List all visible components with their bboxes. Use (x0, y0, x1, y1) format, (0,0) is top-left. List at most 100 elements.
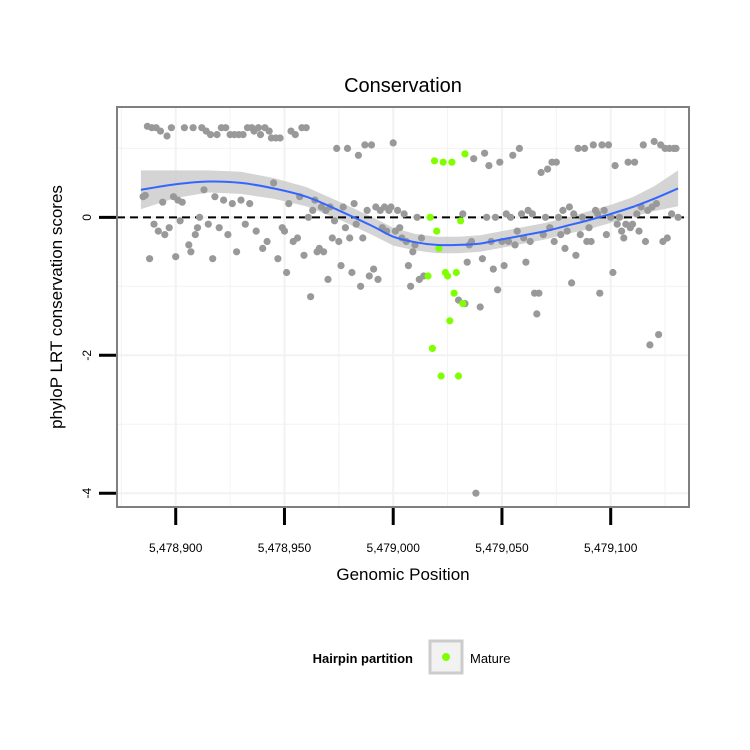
grid-lines (117, 107, 689, 507)
data-point (293, 234, 302, 242)
data-point (483, 213, 491, 221)
data-point (674, 213, 682, 221)
data-point (285, 200, 293, 208)
data-point (346, 234, 354, 242)
mature-point (457, 217, 465, 225)
data-point (193, 224, 202, 232)
data-point (641, 237, 650, 246)
data-point (537, 168, 545, 177)
data-point (515, 144, 524, 152)
data-point (459, 210, 467, 218)
data-point (618, 227, 626, 235)
data-point (304, 213, 312, 221)
data-point (163, 132, 171, 140)
data-point (333, 144, 341, 152)
data-point (204, 220, 212, 228)
x-tick-label: 5,478,900 (149, 541, 203, 555)
data-point (404, 262, 412, 270)
data-point (624, 158, 632, 166)
data-point (646, 341, 654, 349)
data-point (300, 251, 308, 259)
data-point (615, 213, 624, 221)
data-point (241, 220, 249, 228)
data-point (180, 124, 188, 132)
data-point (141, 191, 149, 199)
data-point (568, 279, 576, 287)
data-point (239, 131, 247, 139)
data-point (196, 213, 204, 221)
data-point (146, 255, 154, 263)
data-point (576, 231, 584, 239)
mature-point (454, 372, 463, 380)
data-point (374, 275, 382, 283)
data-point (581, 144, 589, 152)
data-point (600, 206, 608, 214)
data-point (413, 213, 421, 221)
data-point (528, 210, 537, 218)
data-point (274, 255, 282, 263)
data-point (330, 217, 339, 225)
data-point (211, 193, 219, 201)
mature-point (439, 158, 447, 166)
data-point (309, 206, 317, 214)
data-point (154, 227, 162, 235)
data-point (343, 144, 352, 152)
y-axis: 0 -2 -4 (80, 214, 116, 499)
data-point (156, 127, 165, 135)
data-point (237, 196, 245, 204)
mature-point (444, 272, 452, 280)
data-point (504, 237, 513, 246)
data-point (189, 124, 197, 132)
data-point (256, 131, 265, 139)
data-point (276, 134, 284, 142)
data-point (259, 244, 267, 252)
mature-point (437, 372, 445, 380)
mature-point (450, 289, 458, 297)
legend-key-mature-dot (442, 653, 450, 661)
data-point (572, 251, 580, 259)
data-point (544, 165, 552, 173)
data-point (602, 231, 611, 239)
data-point (633, 210, 641, 218)
data-point (396, 224, 404, 232)
data-point (361, 141, 369, 149)
data-point (187, 248, 195, 256)
data-point (470, 155, 478, 163)
y-axis-title: phyloP LRT conservation scores (47, 185, 66, 429)
data-point (561, 244, 569, 252)
data-point (161, 231, 169, 239)
data-point (489, 265, 497, 273)
data-point (215, 224, 223, 232)
data-point (574, 144, 582, 152)
x-axis: 5,478,900 5,478,950 5,479,000 5,479,050 5,47… (149, 508, 638, 555)
data-point (394, 206, 402, 214)
y-tick-label: -4 (80, 488, 94, 499)
chart-title: Conservation (344, 75, 462, 97)
mature-point (428, 344, 436, 352)
data-point (594, 210, 602, 218)
data-point (578, 213, 587, 221)
smooth-trend-line (140, 180, 679, 247)
data-point (533, 310, 541, 318)
data-point (389, 139, 397, 147)
data-point (478, 255, 486, 263)
y-tick-label: 0 (80, 214, 94, 221)
data-point (491, 213, 499, 221)
data-point (176, 217, 184, 225)
data-point (339, 203, 347, 211)
data-point (507, 213, 515, 221)
legend-key-box (428, 639, 464, 675)
data-point (265, 127, 273, 135)
data-point (291, 131, 299, 139)
mature-point (459, 300, 467, 308)
data-point (552, 158, 560, 166)
data-point (655, 331, 663, 339)
data-point (348, 268, 356, 277)
data-point (585, 224, 593, 232)
data-point (535, 289, 543, 297)
y-tick-label: -2 (80, 350, 94, 361)
legend-label-mature: Mature (470, 651, 510, 666)
data-point (224, 231, 232, 239)
x-tick-label: 5,479,050 (475, 541, 529, 555)
